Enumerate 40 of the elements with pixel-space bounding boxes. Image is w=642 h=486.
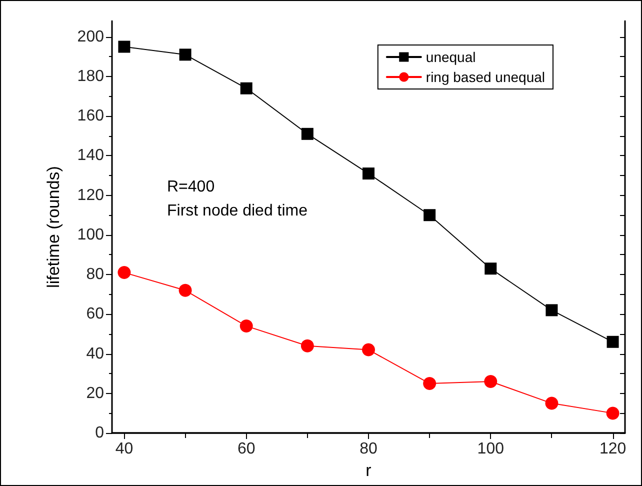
point — [118, 266, 131, 280]
point — [362, 168, 374, 180]
point — [362, 343, 375, 356]
y-tick-label: 40 — [86, 345, 104, 362]
y-tick-label: 80 — [86, 266, 104, 284]
point — [178, 284, 192, 297]
y-tick-label: 60 — [86, 306, 104, 323]
point — [118, 40, 130, 53]
y-tick-label: 100 — [77, 226, 104, 244]
x-tick-label: 120 — [599, 440, 626, 458]
point — [484, 262, 497, 275]
point — [484, 375, 498, 388]
point — [546, 304, 558, 316]
annotation: R=400 — [167, 178, 215, 196]
y-axis-title: lifetime (rounds) — [44, 166, 63, 288]
y-tick-label: 180 — [77, 68, 104, 85]
x-tick-label: 40 — [115, 440, 134, 458]
annotation: First node died time — [167, 202, 308, 220]
point — [179, 48, 192, 61]
point — [606, 406, 620, 420]
y-tick-label: 20 — [86, 384, 104, 402]
point — [240, 82, 252, 94]
point — [606, 336, 619, 348]
point — [424, 209, 436, 222]
x-tick-label: 60 — [237, 440, 256, 458]
point — [545, 396, 558, 410]
point — [423, 376, 436, 390]
x-axis-title: r — [366, 460, 372, 480]
y-tick-label: 160 — [77, 108, 104, 125]
legend-label: ring based unequal — [426, 69, 546, 85]
y-tick-label: 0 — [95, 424, 104, 442]
point — [301, 128, 314, 140]
y-tick-label: 140 — [77, 147, 104, 164]
point — [300, 339, 314, 352]
legend-label: unequal — [426, 49, 476, 65]
point — [240, 320, 253, 333]
x-tick-label: 100 — [477, 440, 504, 458]
x-tick-label: 80 — [360, 440, 378, 458]
y-tick-label: 120 — [77, 186, 104, 204]
y-tick-label: 200 — [77, 28, 104, 46]
